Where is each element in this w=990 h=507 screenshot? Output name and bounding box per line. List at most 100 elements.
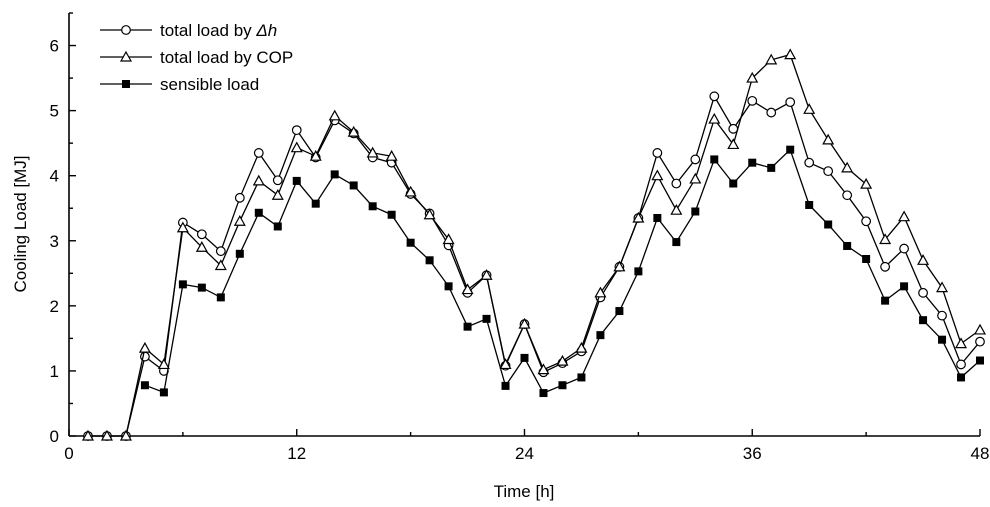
data-point-circle (842, 190, 853, 201)
data-point-square (368, 202, 377, 211)
data-point-triangle (917, 254, 930, 265)
data-point-triangle (404, 185, 417, 197)
data-point-square (957, 373, 966, 382)
data-point-square (273, 222, 282, 231)
data-point-triangle (233, 215, 246, 226)
data-point-triangle (632, 211, 645, 223)
data-point-circle (785, 97, 796, 108)
data-point-circle (880, 261, 891, 272)
x-tick-label: 48 (971, 444, 990, 463)
data-point-triangle (214, 259, 227, 271)
data-point-triangle (423, 208, 436, 220)
data-point-triangle (81, 429, 94, 441)
data-point-triangle (195, 241, 208, 252)
data-point-square (501, 381, 510, 390)
data-point-triangle (765, 53, 778, 65)
data-point-square (387, 210, 396, 219)
data-point-circle (196, 229, 207, 240)
data-point-square (824, 220, 833, 229)
data-point-triangle (366, 146, 379, 158)
data-point-square (900, 282, 909, 291)
data-point-triangle (727, 138, 740, 150)
series-layer (81, 48, 987, 441)
data-point-square (976, 356, 984, 365)
data-point-square (140, 381, 149, 390)
data-point-triangle (442, 233, 455, 245)
data-point-triangle (841, 161, 854, 173)
data-point-square (786, 145, 795, 154)
data-point-square (425, 256, 434, 265)
data-point-square (349, 181, 358, 190)
y-tick-label: 0 (50, 427, 59, 446)
legend-entry-total-load-dh: total load by Δh (100, 21, 277, 40)
y-axis-title: Cooling Load [MJ] (11, 155, 30, 292)
data-point-triangle (309, 149, 322, 161)
data-point-square (406, 238, 415, 247)
data-point-square (862, 254, 871, 263)
data-point-square (615, 307, 624, 316)
data-point-circle (861, 216, 872, 227)
data-point-square (311, 199, 320, 208)
data-point-square (672, 238, 681, 247)
data-point-circle (975, 336, 985, 347)
data-point-triangle (480, 269, 493, 280)
data-point-square (520, 353, 529, 362)
data-point-triangle (461, 283, 474, 295)
x-tick-label: 36 (743, 444, 762, 463)
data-point-circle (709, 91, 720, 102)
data-point-triangle (803, 103, 816, 114)
data-point-square (197, 283, 206, 292)
data-point-square (539, 389, 548, 398)
data-point-triangle (879, 233, 892, 245)
series-2-line (88, 53, 981, 437)
data-point-circle (918, 287, 928, 298)
y-tick-label: 3 (50, 232, 59, 251)
data-point-triangle (613, 260, 626, 272)
data-point-circle (804, 157, 815, 168)
legend-label-total-load-cop: total load by COP (160, 48, 293, 67)
legend-marker-open-triangle (119, 50, 133, 62)
data-point-triangle (328, 109, 341, 121)
data-point-triangle (290, 141, 303, 153)
data-point-square (805, 200, 814, 209)
data-point-square (653, 213, 662, 222)
x-tick-label: 12 (287, 444, 306, 463)
data-point-triangle (347, 125, 360, 137)
data-point-square (159, 388, 168, 397)
data-point-square (596, 331, 605, 340)
data-point-square (634, 267, 643, 276)
legend-label-prefix: total load by (160, 21, 256, 40)
data-point-square (292, 176, 301, 185)
data-point-triangle (119, 429, 132, 441)
x-axis-title: Time [h] (494, 482, 555, 501)
data-point-square (919, 316, 928, 325)
data-point-circle (823, 166, 834, 177)
data-point-circle (747, 95, 758, 106)
data-point-triangle (860, 177, 873, 189)
data-point-triangle (651, 169, 664, 181)
data-point-square (216, 293, 225, 302)
data-point-circle (671, 178, 682, 189)
data-point-triangle (100, 429, 113, 441)
x-tick-label: 0 (64, 444, 73, 463)
data-point-triangle (138, 341, 151, 353)
data-point-square (767, 163, 776, 172)
y-tick-label: 1 (50, 362, 59, 381)
data-point-triangle (537, 363, 550, 375)
legend-label-symbol: Δh (255, 21, 277, 40)
legend: total load by Δh total load by COP sensi… (100, 21, 293, 94)
data-point-triangle (973, 323, 987, 335)
data-point-triangle (157, 358, 170, 370)
axis-ticks (68, 12, 981, 437)
data-point-square (729, 179, 738, 188)
data-point-circle (766, 107, 777, 118)
data-point-circle (253, 148, 264, 158)
data-point-square (463, 322, 472, 331)
legend-label-total-load-dh: total load by Δh (160, 21, 277, 40)
data-point-circle (690, 154, 701, 165)
data-point-circle (937, 310, 947, 321)
legend-marker-filled-square (122, 80, 130, 88)
y-tick-label: 5 (50, 102, 59, 121)
